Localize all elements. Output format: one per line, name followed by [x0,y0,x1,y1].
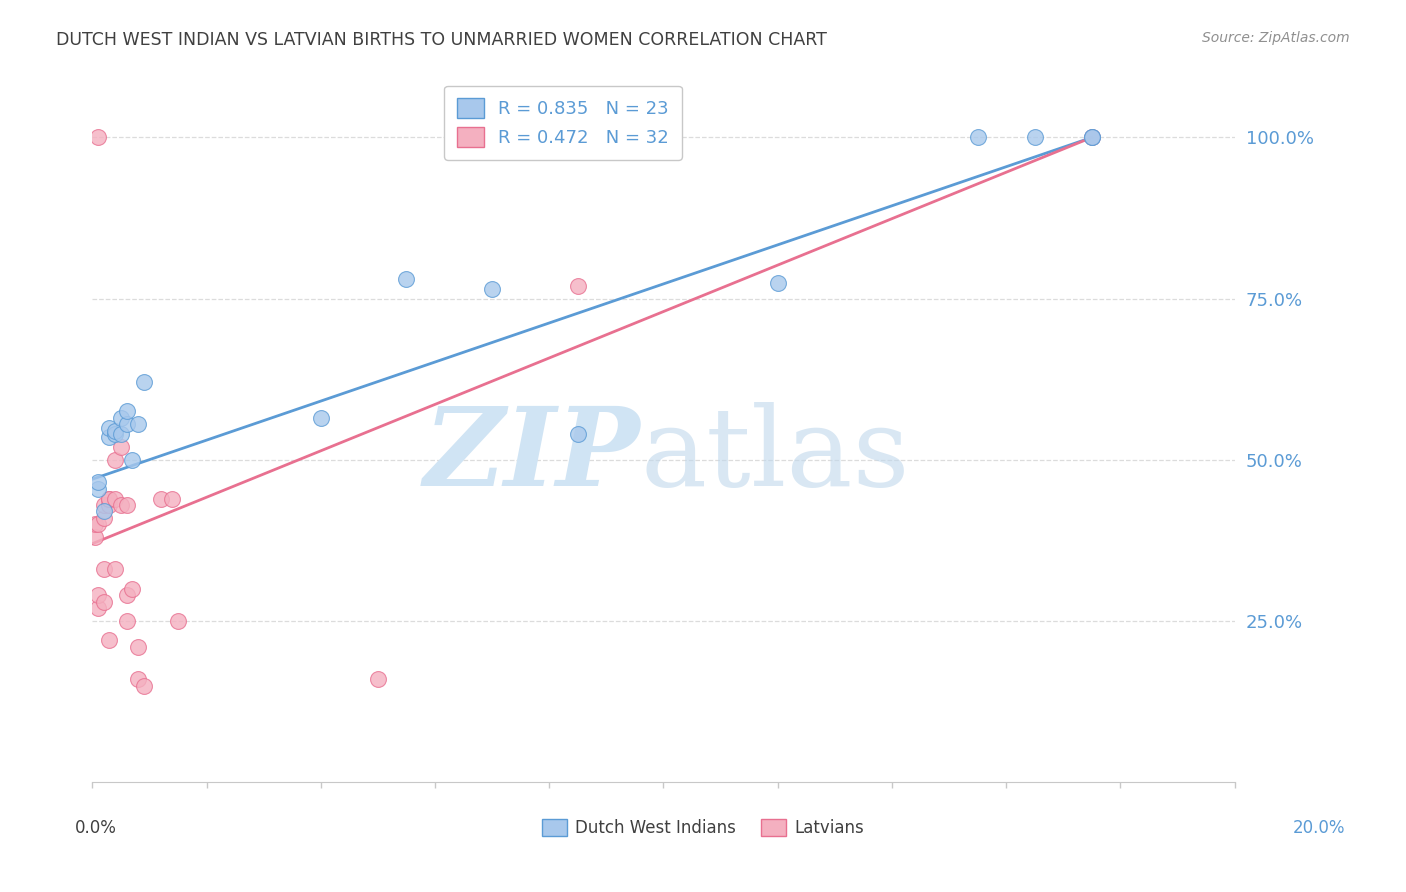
Point [104,491,127,506]
Point [84,530,107,544]
Point [115,588,138,602]
Point [481,282,503,296]
Point [104,562,127,576]
Point [309,411,332,425]
Point [98,430,121,444]
Point [104,424,127,438]
Point [115,614,138,628]
Text: Source: ZipAtlas.com: Source: ZipAtlas.com [1202,31,1350,45]
Point [98,633,121,648]
Point [87,588,110,602]
Point [115,498,138,512]
Point [1081,130,1104,145]
Point [110,440,132,454]
Point [1024,130,1046,145]
Point [104,427,127,442]
Point [87,482,110,496]
Point [93,498,115,512]
Point [93,562,115,576]
Point [132,376,155,390]
Point [162,491,184,506]
Point [167,614,190,628]
Point [115,404,138,418]
Point [127,640,149,654]
Point [110,498,132,512]
Point [121,453,143,467]
Point [1081,130,1104,145]
Point [567,278,589,293]
Point [1081,130,1104,145]
Point [87,475,110,490]
Point [87,601,110,615]
Point [115,417,138,432]
Point [110,411,132,425]
Point [367,672,389,686]
Point [98,420,121,434]
Point [121,582,143,596]
Point [567,427,589,442]
Text: DUTCH WEST INDIAN VS LATVIAN BIRTHS TO UNMARRIED WOMEN CORRELATION CHART: DUTCH WEST INDIAN VS LATVIAN BIRTHS TO U… [56,31,827,49]
Point [87,517,110,532]
Point [93,511,115,525]
Point [766,276,789,290]
Point [966,130,988,145]
Text: 20.0%: 20.0% [1292,819,1346,837]
Point [87,130,110,145]
Point [110,427,132,442]
Point [127,417,149,432]
Legend: Dutch West Indians, Latvians: Dutch West Indians, Latvians [536,812,870,844]
Text: ZIP: ZIP [425,402,641,509]
Point [98,498,121,512]
Legend: R = 0.835   N = 23, R = 0.472   N = 32: R = 0.835 N = 23, R = 0.472 N = 32 [444,86,682,160]
Point [149,491,172,506]
Point [395,272,418,286]
Point [93,595,115,609]
Point [93,504,115,518]
Point [127,672,149,686]
Point [132,679,155,693]
Text: 0.0%: 0.0% [75,819,117,837]
Point [84,517,107,532]
Point [98,491,121,506]
Point [104,453,127,467]
Point [98,491,121,506]
Text: atlas: atlas [641,402,910,509]
